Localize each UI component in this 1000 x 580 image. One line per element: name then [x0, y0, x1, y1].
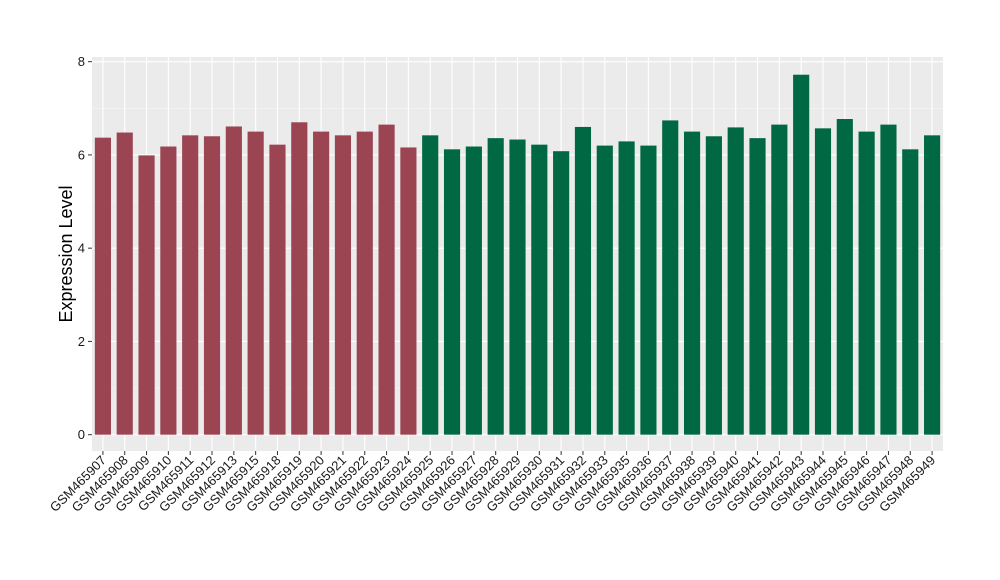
bar: [269, 144, 286, 435]
y-axis: 0 2 4 6 8: [78, 54, 92, 442]
y-tick-label: 2: [78, 334, 85, 349]
bar: [334, 135, 352, 435]
bar: [553, 151, 570, 435]
bar: [182, 135, 199, 435]
bar: [858, 131, 875, 435]
y-tick-label: 4: [78, 241, 85, 256]
bar: [880, 124, 897, 435]
y-tick-label: 0: [78, 427, 85, 442]
bar: [203, 136, 221, 435]
bar: [487, 138, 504, 435]
bar: [814, 128, 832, 435]
bar: [749, 138, 766, 435]
bar: [160, 146, 177, 435]
bar: [94, 137, 111, 435]
bar: [902, 149, 919, 435]
bar: [247, 131, 264, 435]
bar: [618, 141, 635, 435]
bars: [94, 74, 941, 435]
y-tick-label: 8: [78, 54, 85, 69]
bar: [662, 120, 679, 435]
bar: [683, 131, 701, 435]
bar: [378, 124, 395, 435]
y-tick-label: 6: [78, 147, 85, 162]
bar: [574, 126, 592, 435]
bar: [443, 149, 461, 435]
bar: [422, 135, 439, 435]
bar: [313, 131, 330, 435]
bar: [509, 139, 526, 435]
bar: [727, 127, 744, 435]
bar: [640, 145, 657, 435]
bar: [836, 119, 853, 435]
bar: [225, 126, 242, 435]
bar: [356, 131, 373, 435]
bar: [793, 74, 810, 435]
bar: [291, 122, 308, 435]
bar: [400, 147, 417, 435]
bar: [138, 155, 155, 435]
x-axis: GSM465907GSM465908GSM465909GSM465910GSM4…: [47, 451, 938, 515]
bar: [924, 135, 941, 435]
bar: [705, 136, 722, 435]
bar: [531, 144, 548, 435]
bar: [771, 124, 788, 435]
bar: [116, 132, 133, 435]
bar: [465, 146, 482, 435]
y-axis-title: Expression Level: [56, 185, 76, 322]
bar: [596, 145, 613, 435]
